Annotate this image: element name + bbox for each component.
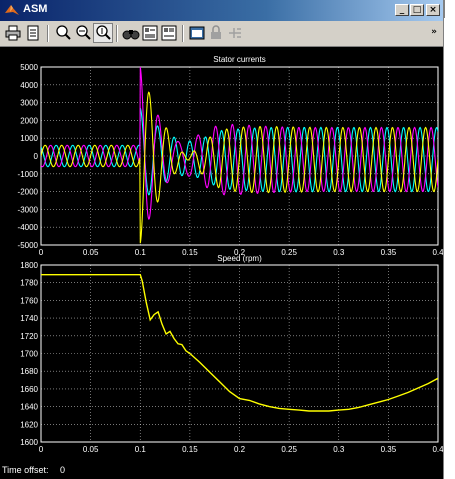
y-tick-label: 1760 <box>20 296 38 305</box>
x-tick-label: 0.2 <box>234 445 246 454</box>
print-icon[interactable] <box>4 24 22 42</box>
plot-title: Speed (rpm) <box>217 254 262 263</box>
y-tick-label: 4000 <box>20 81 38 90</box>
y-tick-label: 2000 <box>20 116 38 125</box>
toolbar-separator <box>47 25 49 42</box>
window-edge-line <box>444 0 445 18</box>
y-tick-label: 1660 <box>20 385 38 394</box>
y-tick-label: 1000 <box>20 134 38 143</box>
x-tick-label: 0 <box>39 248 44 257</box>
title-bar[interactable]: ASM _ □ × <box>0 0 443 21</box>
minimize-icon: _ <box>399 5 405 15</box>
y-tick-label: 0 <box>34 152 39 161</box>
status-bar: Time offset: 0 <box>0 462 443 479</box>
speed-series <box>41 274 438 412</box>
stator-current-series-2 <box>41 67 438 220</box>
x-tick-label: 0.1 <box>135 445 147 454</box>
save-axes-icon[interactable] <box>141 24 159 42</box>
matlab-logo-icon <box>5 5 19 15</box>
x-tick-label: 0.05 <box>83 445 99 454</box>
y-tick-label: 1720 <box>20 332 38 341</box>
scope-plots: Stator currents 0 0.05 0.1 0.15 0.2 0.25 0.3 0.3… <box>0 47 443 462</box>
x-tick-label: 0.1 <box>135 248 147 257</box>
x-tick-label: 0.35 <box>381 445 397 454</box>
scope-window: ASM _ □ × <box>0 0 444 479</box>
toolbar-separator <box>182 25 184 42</box>
y-tick-label: -3000 <box>18 205 39 214</box>
autoscale-icon[interactable] <box>122 24 140 42</box>
toolbar-separator <box>116 25 118 42</box>
parameters-icon[interactable] <box>24 24 42 42</box>
maximize-icon: □ <box>412 5 422 15</box>
y-tick-label: 1680 <box>20 367 38 376</box>
y-tick-label: 1780 <box>20 279 38 288</box>
y-tick-label: -5000 <box>18 241 39 250</box>
y-tick-label: 1620 <box>20 420 38 429</box>
toolbar: » <box>0 21 443 47</box>
stator-current-series-3 <box>41 107 438 196</box>
y-tick-label: 1800 <box>20 261 38 270</box>
time-offset-value: 0 <box>60 465 66 475</box>
y-tick-label: -2000 <box>18 188 39 197</box>
zoom-icon[interactable] <box>54 24 72 42</box>
floating-scope-icon[interactable] <box>188 24 206 42</box>
x-tick-label: 0.4 <box>432 445 443 454</box>
toolbar-overflow-icon[interactable]: » <box>431 27 437 37</box>
x-tick-label: 0.05 <box>83 248 99 257</box>
y-tick-label: 1700 <box>20 350 38 359</box>
plot-title: Stator currents <box>213 55 265 64</box>
x-tick-label: 0.3 <box>333 248 345 257</box>
y-tick-label: 3000 <box>20 99 38 108</box>
x-tick-label: 0.15 <box>182 248 198 257</box>
x-tick-label: 0.3 <box>333 445 345 454</box>
y-tick-label: 1600 <box>20 438 38 447</box>
x-tick-label: 0 <box>39 445 44 454</box>
window-title: ASM <box>23 3 48 15</box>
minimize-button[interactable]: _ <box>395 4 409 16</box>
x-tick-label: 0.2 <box>234 248 246 257</box>
y-tick-label: 5000 <box>20 63 38 72</box>
restore-axes-icon[interactable] <box>160 24 178 42</box>
maximize-button[interactable]: □ <box>410 4 424 16</box>
x-tick-label: 0.15 <box>182 445 198 454</box>
y-tick-label: 1740 <box>20 314 38 323</box>
x-tick-label: 0.4 <box>432 248 443 257</box>
x-tick-label: 0.35 <box>381 248 397 257</box>
zoom-y-icon[interactable] <box>93 23 113 43</box>
plot-panel-2: Speed (rpm) 0 0.05 0.1 0.15 0.2 0.25 0.3 0.35 0.4… <box>20 254 443 454</box>
y-tick-label: -1000 <box>18 170 39 179</box>
zoom-x-icon[interactable] <box>74 24 92 42</box>
y-tick-label: 1640 <box>20 403 38 412</box>
stator-current-series-1 <box>41 91 438 244</box>
x-tick-label: 0.25 <box>281 248 297 257</box>
x-tick-label: 0.25 <box>281 445 297 454</box>
close-icon: × <box>429 5 437 15</box>
y-tick-label: -4000 <box>18 223 39 232</box>
time-offset-label: Time offset: <box>2 465 49 475</box>
close-button[interactable]: × <box>426 4 440 16</box>
lock-icon[interactable] <box>207 24 225 42</box>
plot-panel-1: Stator currents 0 0.05 0.1 0.15 0.2 0.25 0.3 0.3… <box>18 55 443 257</box>
signal-selection-icon[interactable] <box>226 24 244 42</box>
